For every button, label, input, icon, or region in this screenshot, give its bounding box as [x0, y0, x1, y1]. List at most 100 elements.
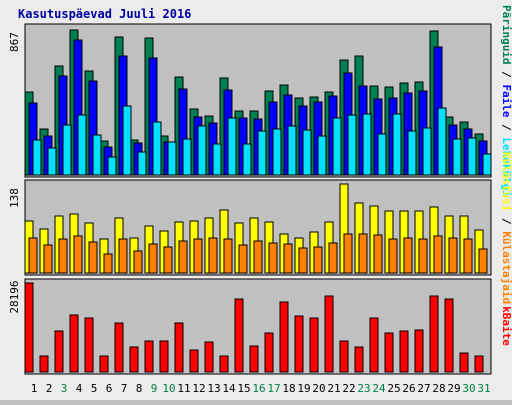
bar-kBaite-day-19 — [294, 315, 304, 373]
bar-kBaite-day-10 — [159, 340, 169, 373]
bar-Külastajaid-day-8 — [133, 250, 143, 274]
bar-Lehekülgi-day-23 — [362, 113, 372, 176]
chart-title: Kasutuspäevad Juuli 2016 — [18, 7, 191, 21]
day-label: 20 — [312, 382, 325, 395]
bar-kBaite-day-1 — [24, 282, 34, 373]
bar-kBaite-day-6 — [99, 355, 109, 373]
ymax-label: 28196 — [8, 280, 21, 313]
bar-kBaite-day-30 — [459, 352, 469, 373]
bar-Lehekülgi-day-5 — [92, 134, 102, 176]
bar-Külastajaid-day-19 — [298, 247, 308, 274]
bar-Lehekülgi-day-22 — [347, 114, 357, 176]
series-Külastajaid — [28, 233, 488, 274]
day-label: 21 — [327, 382, 340, 395]
panel-visits-sites: 138 — [8, 179, 492, 276]
bar-kBaite-day-29 — [444, 298, 454, 373]
bar-Lehekülgi-day-26 — [407, 130, 417, 176]
bar-Lehekülgi-day-19 — [302, 129, 312, 176]
bar-Lehekülgi-day-9 — [152, 121, 162, 176]
day-label: 14 — [222, 382, 236, 395]
bar-Lehekülgi-day-29 — [452, 138, 462, 176]
bar-Külastajaid-day-24 — [373, 234, 383, 274]
side-label-part: Päringuid — [500, 5, 512, 65]
bar-Lehekülgi-day-2 — [47, 147, 57, 176]
bar-Külastajaid-day-12 — [193, 238, 203, 274]
day-label: 24 — [372, 382, 386, 395]
bar-kBaite-day-11 — [174, 322, 184, 373]
bar-Lehekülgi-day-10 — [167, 141, 177, 176]
day-label: 18 — [282, 382, 295, 395]
bar-Lehekülgi-day-28 — [437, 107, 447, 176]
bar-kBaite-day-25 — [384, 332, 394, 373]
ymax-label: 867 — [8, 32, 21, 52]
day-label: 19 — [297, 382, 310, 395]
bar-Lehekülgi-day-13 — [212, 143, 222, 176]
day-label: 5 — [91, 382, 98, 395]
panel-kbytes: 28196 — [8, 278, 492, 375]
series-kBaite — [24, 282, 484, 373]
day-label: 11 — [177, 382, 190, 395]
bar-kBaite-day-31 — [474, 355, 484, 373]
bar-Lehekülgi-day-12 — [197, 125, 207, 176]
bar-kBaite-day-27 — [414, 329, 424, 373]
day-label: 13 — [207, 382, 220, 395]
side-label-top: Päringuid / Faile / Lehekülgi — [500, 5, 512, 197]
day-label: 27 — [417, 382, 430, 395]
bar-kBaite-day-13 — [204, 341, 214, 373]
day-label: 23 — [357, 382, 370, 395]
bar-Lehekülgi-day-20 — [317, 135, 327, 176]
bar-Külastajaid-day-14 — [223, 238, 233, 274]
bar-kBaite-day-24 — [369, 317, 379, 373]
bar-Külastajaid-day-10 — [163, 246, 173, 274]
bar-Külastajaid-day-5 — [88, 241, 98, 274]
bar-Lehekülgi-day-18 — [287, 125, 297, 176]
day-label: 12 — [192, 382, 205, 395]
day-label: 7 — [121, 382, 128, 395]
bar-Lehekülgi-day-31 — [482, 153, 492, 176]
bar-kBaite-day-3 — [54, 330, 64, 373]
bar-Lehekülgi-day-17 — [272, 128, 282, 176]
bar-Lehekülgi-day-11 — [182, 138, 192, 176]
day-label: 30 — [462, 382, 475, 395]
bar-Lehekülgi-day-21 — [332, 117, 342, 176]
bar-Külastajaid-day-21 — [328, 242, 338, 274]
day-label: 16 — [252, 382, 265, 395]
bar-kBaite-day-14 — [219, 355, 229, 373]
day-label: 10 — [162, 382, 175, 395]
day-label: 31 — [477, 382, 490, 395]
bar-Lehekülgi-day-16 — [257, 130, 267, 176]
bar-Külastajaid-day-3 — [58, 238, 68, 274]
bar-kBaite-day-5 — [84, 317, 94, 373]
day-label: 15 — [237, 382, 250, 395]
bar-kBaite-day-26 — [399, 330, 409, 373]
bar-Külastajaid-day-9 — [148, 243, 158, 274]
bar-Külastajaid-day-23 — [358, 233, 368, 274]
bar-Külastajaid-day-13 — [208, 237, 218, 274]
bar-kBaite-day-22 — [339, 340, 349, 373]
side-label-bottom: kBaite — [500, 306, 512, 346]
bar-Lehekülgi-day-25 — [392, 113, 402, 176]
bar-Külastajaid-day-30 — [463, 238, 473, 274]
bar-Külastajaid-day-1 — [28, 237, 38, 274]
panel-hits-files-pages: 867 — [8, 23, 492, 178]
bar-Külastajaid-day-4 — [73, 235, 83, 274]
ymax-label: 138 — [8, 188, 21, 208]
bar-kBaite-day-9 — [144, 340, 154, 373]
bar-Külastajaid-day-6 — [103, 253, 113, 274]
bar-kBaite-day-20 — [309, 317, 319, 373]
bar-kBaite-day-8 — [129, 346, 139, 373]
day-label: 22 — [342, 382, 355, 395]
bar-kBaite-day-23 — [354, 346, 364, 373]
bar-Lehekülgi-day-4 — [77, 114, 87, 176]
bar-kBaite-day-21 — [324, 295, 334, 373]
bar-Külastajaid-day-11 — [178, 240, 188, 274]
bar-Lehekülgi-day-8 — [137, 151, 147, 176]
bar-Külastajaid-day-28 — [433, 235, 443, 274]
bar-Lehekülgi-day-6 — [107, 156, 117, 176]
bar-Külastajaid-day-15 — [238, 244, 248, 274]
side-label-part: Faile — [500, 84, 512, 117]
bar-Külastajaid-day-16 — [253, 240, 263, 274]
